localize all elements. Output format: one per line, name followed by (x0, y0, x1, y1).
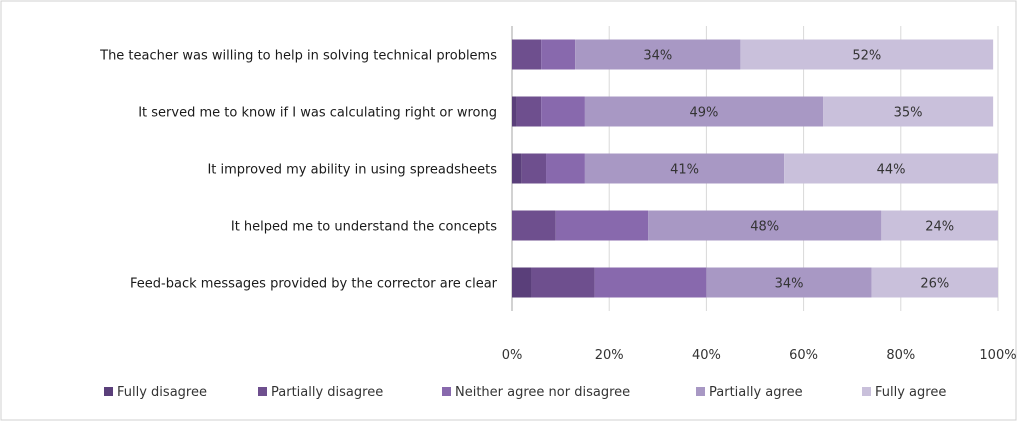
bar-1-5 (740, 39, 994, 70)
category-label-2: It served me to know if I was calculatin… (138, 106, 497, 121)
bar-5-5 (871, 267, 998, 298)
x-tick-label-0: 0% (502, 348, 523, 363)
category-labels: The teacher was willing to help in solvi… (99, 49, 498, 292)
bar-4-5 (881, 210, 998, 241)
bar-2-4 (584, 96, 824, 127)
data-label-5-4: 34% (775, 277, 804, 292)
legend-label-4: Partially agree (709, 385, 803, 400)
bar-3-1 (512, 153, 522, 184)
data-label-4-4: 48% (750, 220, 779, 235)
data-label-1-5: 52% (852, 49, 881, 64)
x-axis-tick-labels: 0% 20% 40% 60% 80% 100% (502, 348, 1017, 363)
legend-swatch-1 (104, 387, 113, 396)
bar-5-2 (531, 267, 595, 298)
bar-3-3 (546, 153, 585, 184)
bar-1-2 (512, 39, 542, 70)
legend-label-2: Partially disagree (271, 385, 383, 400)
data-label-2-5: 35% (894, 106, 923, 121)
bar-4-2 (512, 210, 556, 241)
category-label-5: Feed-back messages provided by the corre… (130, 277, 498, 292)
category-label-1: The teacher was willing to help in solvi… (99, 49, 497, 64)
bar-5-1 (512, 267, 532, 298)
bar-1-4 (575, 39, 741, 70)
x-tick-label-4: 80% (886, 348, 915, 363)
legend-swatch-3 (442, 387, 451, 396)
data-label-1-4: 34% (643, 49, 672, 64)
data-label-2-4: 49% (690, 106, 719, 121)
bars (512, 39, 998, 298)
bar-3-4 (584, 153, 785, 184)
data-label-3-4: 41% (670, 163, 699, 178)
legend-label-5: Fully agree (875, 385, 946, 400)
data-label-5-5: 26% (920, 277, 949, 292)
legend-label-3: Neither agree nor disagree (455, 385, 630, 400)
x-tick-label-5: 100% (979, 348, 1016, 363)
legend-swatch-5 (862, 387, 871, 396)
bar-2-2 (516, 96, 542, 127)
bar-3-2 (521, 153, 547, 184)
bar-3-5 (784, 153, 998, 184)
bar-5-3 (594, 267, 707, 298)
bar-4-3 (555, 210, 649, 241)
x-tick-label-1: 20% (595, 348, 624, 363)
data-label-4-5: 24% (925, 220, 954, 235)
x-tick-label-3: 60% (789, 348, 818, 363)
data-labels: 34% 52% 49% 35% 41% 44% 48% 24% 34% 26% (643, 49, 954, 292)
legend: Fully disagree Partially disagree Neither … (104, 385, 946, 400)
data-label-3-5: 44% (877, 163, 906, 178)
bar-5-4 (706, 267, 872, 298)
legend-swatch-4 (696, 387, 705, 396)
bar-1-3 (541, 39, 576, 70)
bar-2-1 (512, 96, 517, 127)
category-label-4: It helped me to understand the concepts (231, 220, 497, 235)
bar-4-4 (648, 210, 882, 241)
bar-2-3 (541, 96, 585, 127)
bar-2-5 (823, 96, 994, 127)
legend-swatch-2 (258, 387, 267, 396)
x-tick-label-2: 40% (692, 348, 721, 363)
category-label-3: It improved my ability in using spreadsh… (207, 163, 497, 178)
legend-label-1: Fully disagree (117, 385, 207, 400)
